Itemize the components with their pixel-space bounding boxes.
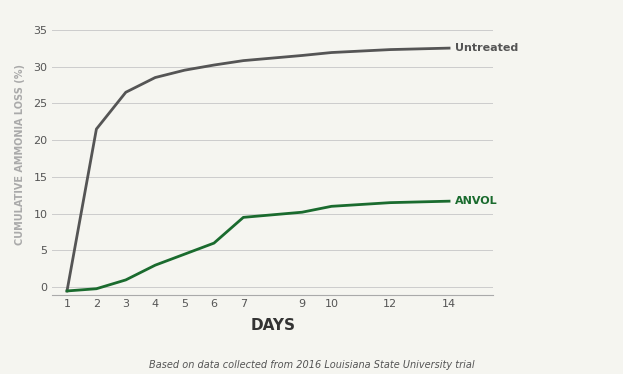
Text: ANVOL: ANVOL (455, 196, 498, 206)
X-axis label: DAYS: DAYS (250, 318, 295, 333)
Text: Untreated: Untreated (455, 43, 518, 53)
Y-axis label: CUMULATIVE AMMONIA LOSS (%): CUMULATIVE AMMONIA LOSS (%) (15, 64, 25, 245)
Text: Based on data collected from 2016 Louisiana State University trial: Based on data collected from 2016 Louisi… (149, 360, 474, 370)
